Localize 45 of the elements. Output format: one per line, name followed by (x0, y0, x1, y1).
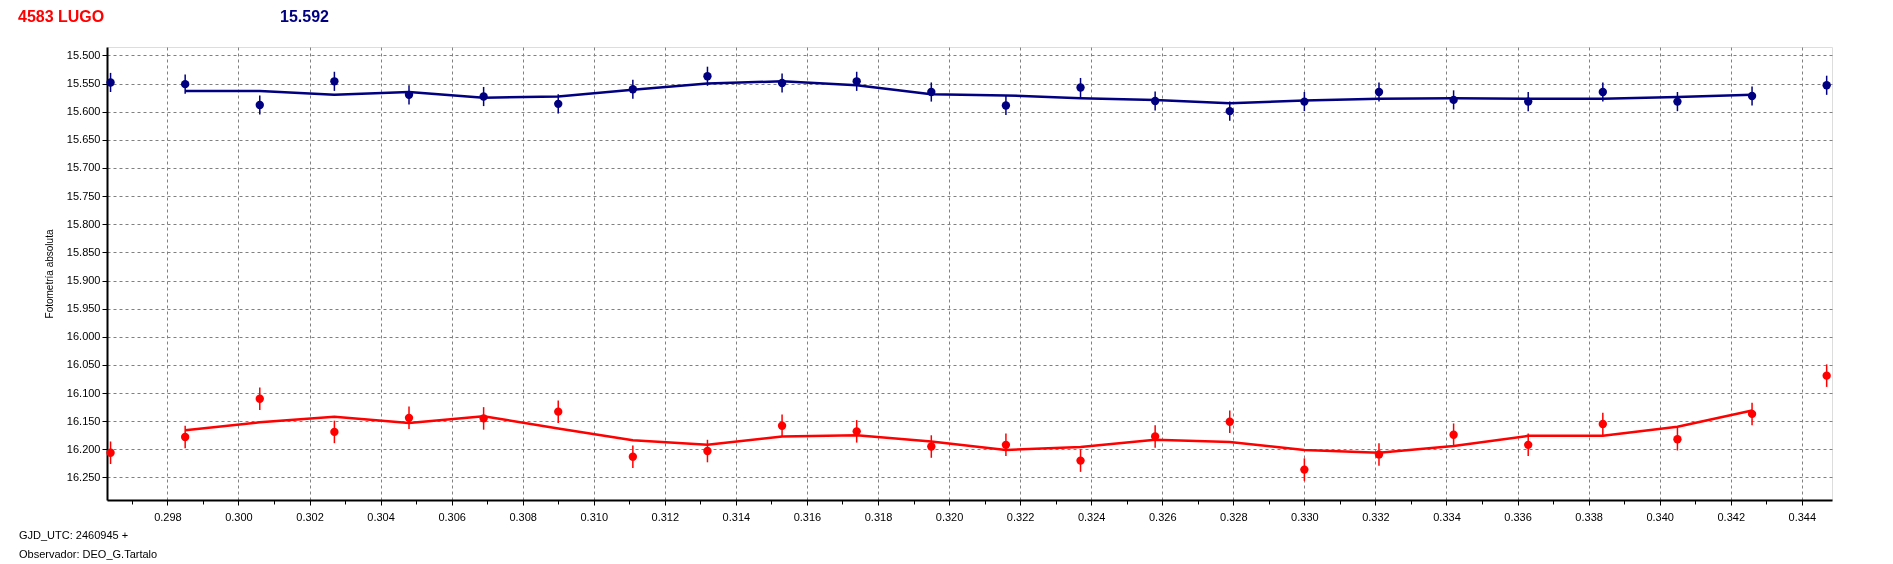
text: GJD_UTC: 2460945 + (19, 529, 129, 541)
x-tick-label: 0.316 (793, 510, 822, 523)
y-tick-label: 15.800 (66, 217, 101, 230)
x-tick-label: 0.326 (1148, 510, 1177, 523)
y-tick-label: 16.100 (66, 386, 101, 399)
x-tick-label: 0.300 (225, 510, 253, 523)
x-tick-label: 0.334 (1433, 510, 1461, 523)
y-tick-label: 15.750 (66, 189, 101, 202)
x-tick-label: 0.314 (722, 510, 751, 523)
x-tick-label: 0.308 (509, 510, 537, 523)
y-tick-label: 15.650 (66, 133, 101, 146)
text: 15.592 (280, 8, 330, 25)
x-tick-label: 0.312 (651, 510, 680, 523)
y-tick-label: 15.900 (66, 274, 101, 287)
y-tick-label: 16.000 (66, 330, 101, 343)
x-tick-label: 0.302 (296, 510, 324, 523)
x-tick-label: 0.342 (1717, 510, 1745, 523)
y-tick-label: 15.550 (66, 77, 101, 90)
x-tick-label: 0.332 (1362, 510, 1390, 523)
x-tick-label: 0.344 (1788, 510, 1817, 523)
x-tick-label: 0.310 (580, 510, 609, 523)
x-tick-label: 0.322 (1006, 510, 1035, 523)
x-tick-label: 0.306 (438, 510, 466, 523)
x-tick-label: 0.340 (1646, 510, 1674, 523)
x-tick-label: 0.320 (935, 510, 964, 523)
y-tick-label: 15.700 (66, 161, 101, 174)
x-tick-label: 0.328 (1220, 510, 1248, 523)
y-axis-title: Fotometría absoluta (43, 229, 55, 319)
text: Observador: DEO_G.Tartalo (19, 548, 158, 560)
x-tick-label: 0.298 (154, 510, 182, 523)
y-tick-label: 16.050 (66, 358, 101, 371)
x-tick-label: 0.324 (1077, 510, 1106, 523)
y-tick-label: 16.250 (66, 470, 101, 483)
y-tick-label: 15.500 (66, 48, 101, 61)
x-tick-label: 0.338 (1575, 510, 1603, 523)
x-tick-label: 0.336 (1504, 510, 1532, 523)
x-tick-label: 0.318 (864, 510, 893, 523)
x-tick-label: 0.304 (367, 510, 395, 523)
y-tick-label: 15.950 (66, 302, 101, 315)
y-tick-label: 15.850 (66, 245, 101, 258)
x-tick-label: 0.330 (1291, 510, 1319, 523)
y-tick-label: 15.600 (66, 105, 101, 118)
y-tick-label: 16.150 (66, 414, 101, 427)
text: 4583 LUGO (18, 8, 105, 25)
y-tick-label: 16.200 (66, 442, 101, 455)
